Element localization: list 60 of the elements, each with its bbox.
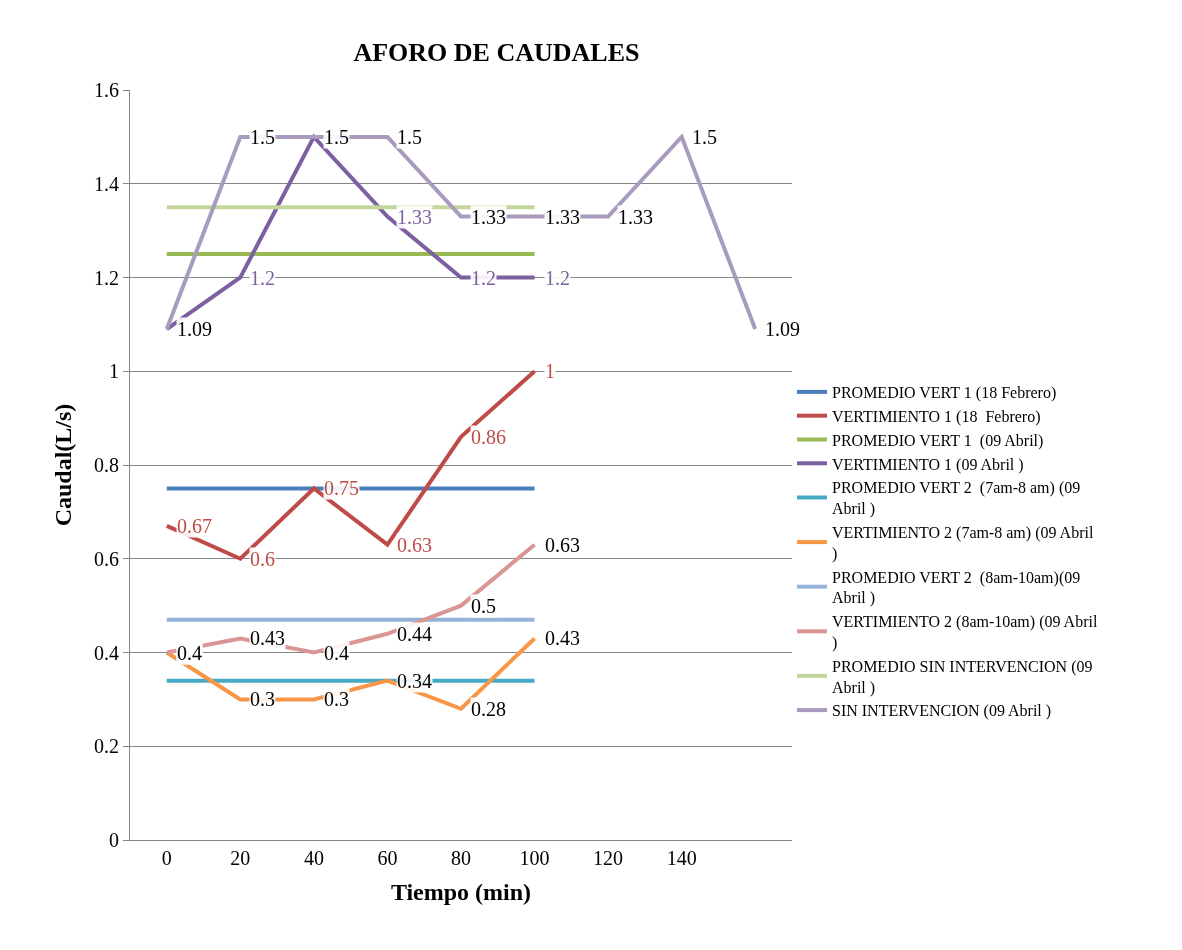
- data-label: 1.5: [397, 126, 422, 148]
- data-label: 1.33: [618, 206, 653, 228]
- data-label: 1.2: [471, 267, 496, 289]
- data-label: 0.5: [471, 595, 496, 617]
- y-tick-label: 0.6: [94, 547, 119, 570]
- data-label: 0.3: [324, 688, 349, 710]
- data-label: 0.86: [471, 426, 506, 448]
- legend-label: PROMEDIO SIN INTERVENCION (09 Abril ): [832, 657, 1093, 697]
- data-label: 1.5: [692, 126, 717, 148]
- legend-label: VERTIMIENTO 1 (09 Abril ): [832, 455, 1024, 474]
- data-label: 1.33: [545, 206, 580, 228]
- x-tick-label: 40: [303, 847, 324, 869]
- legend-label: VERTIMIENTO 2 (8am-10am) (09 Abril ): [832, 613, 1098, 652]
- legend-label: PROMEDIO VERT 1 (18 Febrero): [832, 384, 1057, 403]
- data-label: 1: [545, 360, 555, 382]
- data-label: 0.67: [177, 515, 212, 537]
- x-tick-label: 20: [230, 847, 251, 869]
- data-label: 0.75: [324, 477, 359, 499]
- legend-label: PROMEDIO VERT 1 (09 Abril): [832, 431, 1044, 450]
- x-tick-label: 60: [377, 847, 398, 869]
- data-label: 1.09: [177, 318, 212, 340]
- legend-label: SIN INTERVENCION (09 Abril ): [832, 702, 1052, 721]
- y-tick-label: 0.2: [94, 735, 119, 758]
- data-label: 1.2: [545, 267, 570, 289]
- data-label: 1.5: [250, 126, 275, 148]
- data-label: 0.4: [324, 642, 349, 664]
- data-label: 1.33: [471, 206, 506, 228]
- y-tick-label: 1.4: [94, 172, 119, 195]
- data-label: 0.63: [545, 534, 580, 556]
- data-label: 1.33: [397, 206, 432, 228]
- y-tick-label: 0.4: [94, 641, 119, 664]
- data-label: 0.63: [397, 534, 432, 556]
- x-tick-label: 100: [519, 847, 550, 869]
- data-label: 0.6: [250, 548, 275, 570]
- data-label: 0.4: [177, 642, 202, 664]
- x-tick-label: 0: [161, 847, 172, 869]
- y-tick-label: 0: [109, 829, 119, 851]
- legend-label: PROMEDIO VERT 2 (8am-10am)(09 Abril ): [832, 568, 1081, 608]
- data-label: 1.09: [765, 318, 800, 340]
- data-label: 1.2: [250, 267, 275, 289]
- data-label: 0.34: [397, 670, 432, 692]
- y-tick-label: 1.2: [94, 266, 119, 289]
- x-tick-label: 80: [451, 847, 471, 869]
- x-tick-label: 120: [593, 847, 624, 869]
- data-label: 0.28: [471, 698, 506, 720]
- legend-label: PROMEDIO VERT 2 (7am-8 am) (09 Abril ): [832, 479, 1081, 519]
- chart-title: AFORO DE CAUDALES: [353, 37, 640, 67]
- x-tick-label: 140: [666, 847, 697, 869]
- x-axis-title: Tiempo (min): [390, 879, 532, 906]
- y-tick-label: 1: [109, 360, 119, 383]
- y-tick-label: 1.6: [94, 79, 119, 101]
- data-label: 0.3: [250, 688, 275, 710]
- data-label: 0.44: [397, 623, 432, 645]
- data-label: 0.43: [250, 627, 285, 649]
- legend-label: VERTIMIENTO 1 (18 Febrero): [832, 407, 1041, 426]
- legend-label: VERTIMIENTO 2 (7am-8 am) (09 Abril ): [832, 523, 1094, 563]
- y-tick-label: 0.8: [94, 454, 119, 476]
- y-axis-title: Caudal(L/s): [50, 403, 77, 527]
- data-label: 1.5: [324, 126, 349, 148]
- data-label: 0.43: [545, 627, 580, 649]
